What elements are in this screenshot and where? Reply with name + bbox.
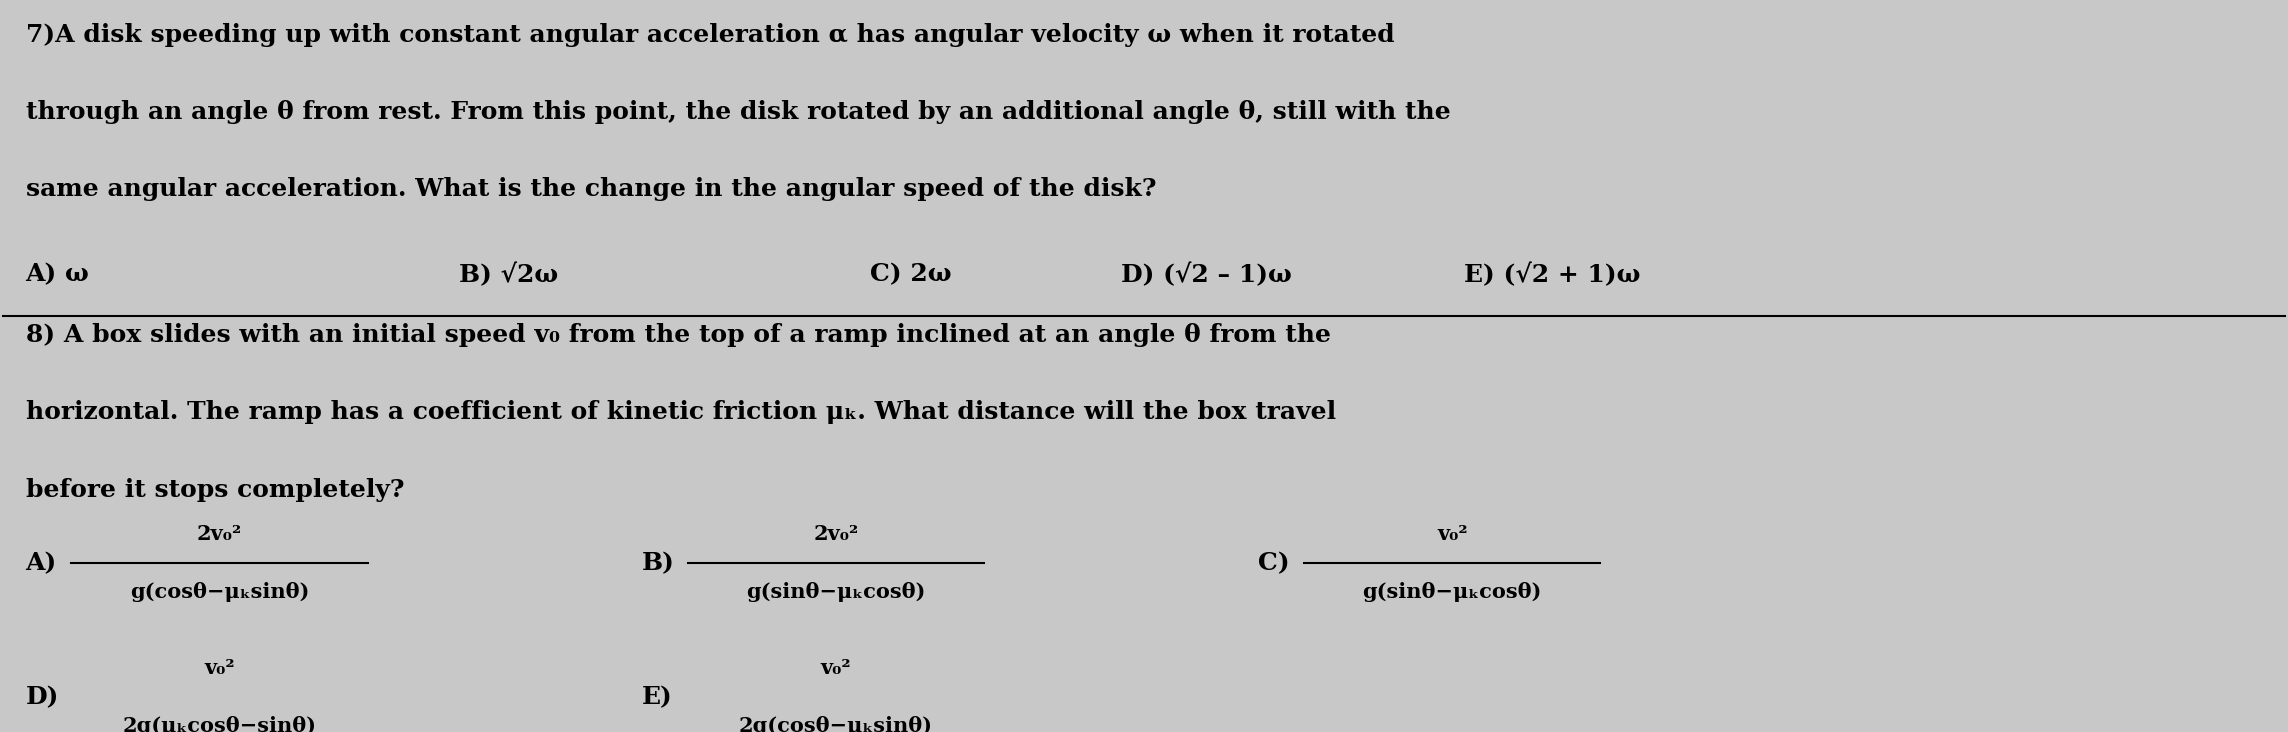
Text: horizontal. The ramp has a coefficient of kinetic friction μₖ. What distance wil: horizontal. The ramp has a coefficient o… (25, 400, 1336, 425)
Text: v₀²: v₀² (204, 658, 236, 679)
Text: v₀²: v₀² (821, 658, 851, 679)
Text: g(cosθ−μₖsinθ): g(cosθ−μₖsinθ) (130, 581, 309, 602)
Text: 2v₀²: 2v₀² (197, 524, 243, 544)
Text: before it stops completely?: before it stops completely? (25, 478, 405, 501)
Text: g(sinθ−μₖcosθ): g(sinθ−μₖcosθ) (1361, 581, 1542, 602)
Text: E): E) (643, 685, 673, 709)
Text: 8) A box slides with an initial speed v₀ from the top of a ramp inclined at an a: 8) A box slides with an initial speed v₀… (25, 324, 1332, 347)
Text: A) ω: A) ω (25, 262, 89, 286)
Text: E) (√2 + 1)ω: E) (√2 + 1)ω (1464, 262, 1640, 287)
Text: same angular acceleration. What is the change in the angular speed of the disk?: same angular acceleration. What is the c… (25, 177, 1155, 201)
Text: D) (√2 – 1)ω: D) (√2 – 1)ω (1121, 262, 1293, 287)
Text: C) 2ω: C) 2ω (869, 262, 952, 286)
Text: 2g(μₖcosθ−sinθ): 2g(μₖcosθ−sinθ) (124, 716, 316, 732)
Text: v₀²: v₀² (1437, 524, 1467, 544)
Text: 2g(cosθ−μₖsinθ): 2g(cosθ−μₖsinθ) (739, 716, 934, 732)
Text: through an angle θ from rest. From this point, the disk rotated by an additional: through an angle θ from rest. From this … (25, 100, 1451, 124)
Text: D): D) (25, 685, 59, 709)
Text: B): B) (643, 550, 675, 575)
Text: 2v₀²: 2v₀² (812, 524, 858, 544)
Text: A): A) (25, 550, 57, 575)
Text: B) √2ω: B) √2ω (460, 262, 558, 287)
Text: g(sinθ−μₖcosθ): g(sinθ−μₖcosθ) (746, 581, 927, 602)
Text: C): C) (1258, 550, 1290, 575)
Text: 7)A disk speeding up with constant angular acceleration α has angular velocity ω: 7)A disk speeding up with constant angul… (25, 23, 1393, 47)
